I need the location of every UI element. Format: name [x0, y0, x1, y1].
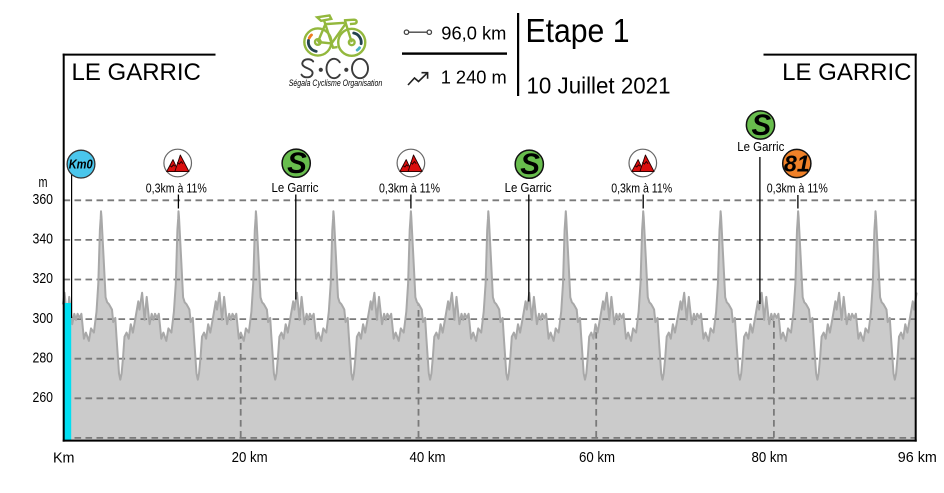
svg-text:S: S: [751, 109, 771, 142]
svg-text:300: 300: [33, 311, 54, 327]
svg-text:0,3km à 11%: 0,3km à 11%: [146, 180, 207, 195]
svg-text:260: 260: [33, 390, 54, 406]
svg-text:0,3km à 11%: 0,3km à 11%: [767, 180, 828, 195]
svg-text:340: 340: [33, 232, 54, 248]
svg-text:LE GARRIC: LE GARRIC: [72, 59, 201, 86]
svg-text:320: 320: [33, 271, 54, 287]
svg-text:Km: Km: [53, 449, 75, 466]
svg-text:96 km: 96 km: [898, 449, 937, 466]
svg-text:60 km: 60 km: [579, 449, 615, 466]
svg-text:81: 81: [784, 151, 810, 177]
svg-text:S: S: [520, 148, 540, 181]
svg-text:Km0: Km0: [69, 158, 93, 172]
svg-text:S: S: [287, 147, 307, 180]
svg-text:Le Garric: Le Garric: [505, 180, 552, 195]
svg-text:80 km: 80 km: [752, 449, 788, 466]
svg-text:360: 360: [33, 192, 54, 208]
svg-text:96,0 km: 96,0 km: [441, 23, 506, 44]
svg-text:Etape 1: Etape 1: [526, 12, 630, 49]
svg-text:20 km: 20 km: [232, 449, 268, 466]
svg-text:0,3km à 11%: 0,3km à 11%: [379, 180, 440, 195]
svg-text:LE GARRIC: LE GARRIC: [782, 59, 911, 86]
svg-text:280: 280: [33, 350, 54, 366]
svg-text:1 240 m: 1 240 m: [441, 66, 507, 87]
svg-text:Le Garric: Le Garric: [737, 139, 784, 154]
svg-text:0,3km à 11%: 0,3km à 11%: [611, 180, 672, 195]
svg-text:10 Juillet 2021: 10 Juillet 2021: [527, 72, 671, 98]
svg-text:40 km: 40 km: [410, 449, 446, 466]
svg-text:Ségala Cyclisme Organisation: Ségala Cyclisme Organisation: [289, 78, 383, 89]
svg-text:m: m: [39, 175, 48, 191]
svg-text:Le Garric: Le Garric: [272, 180, 319, 195]
